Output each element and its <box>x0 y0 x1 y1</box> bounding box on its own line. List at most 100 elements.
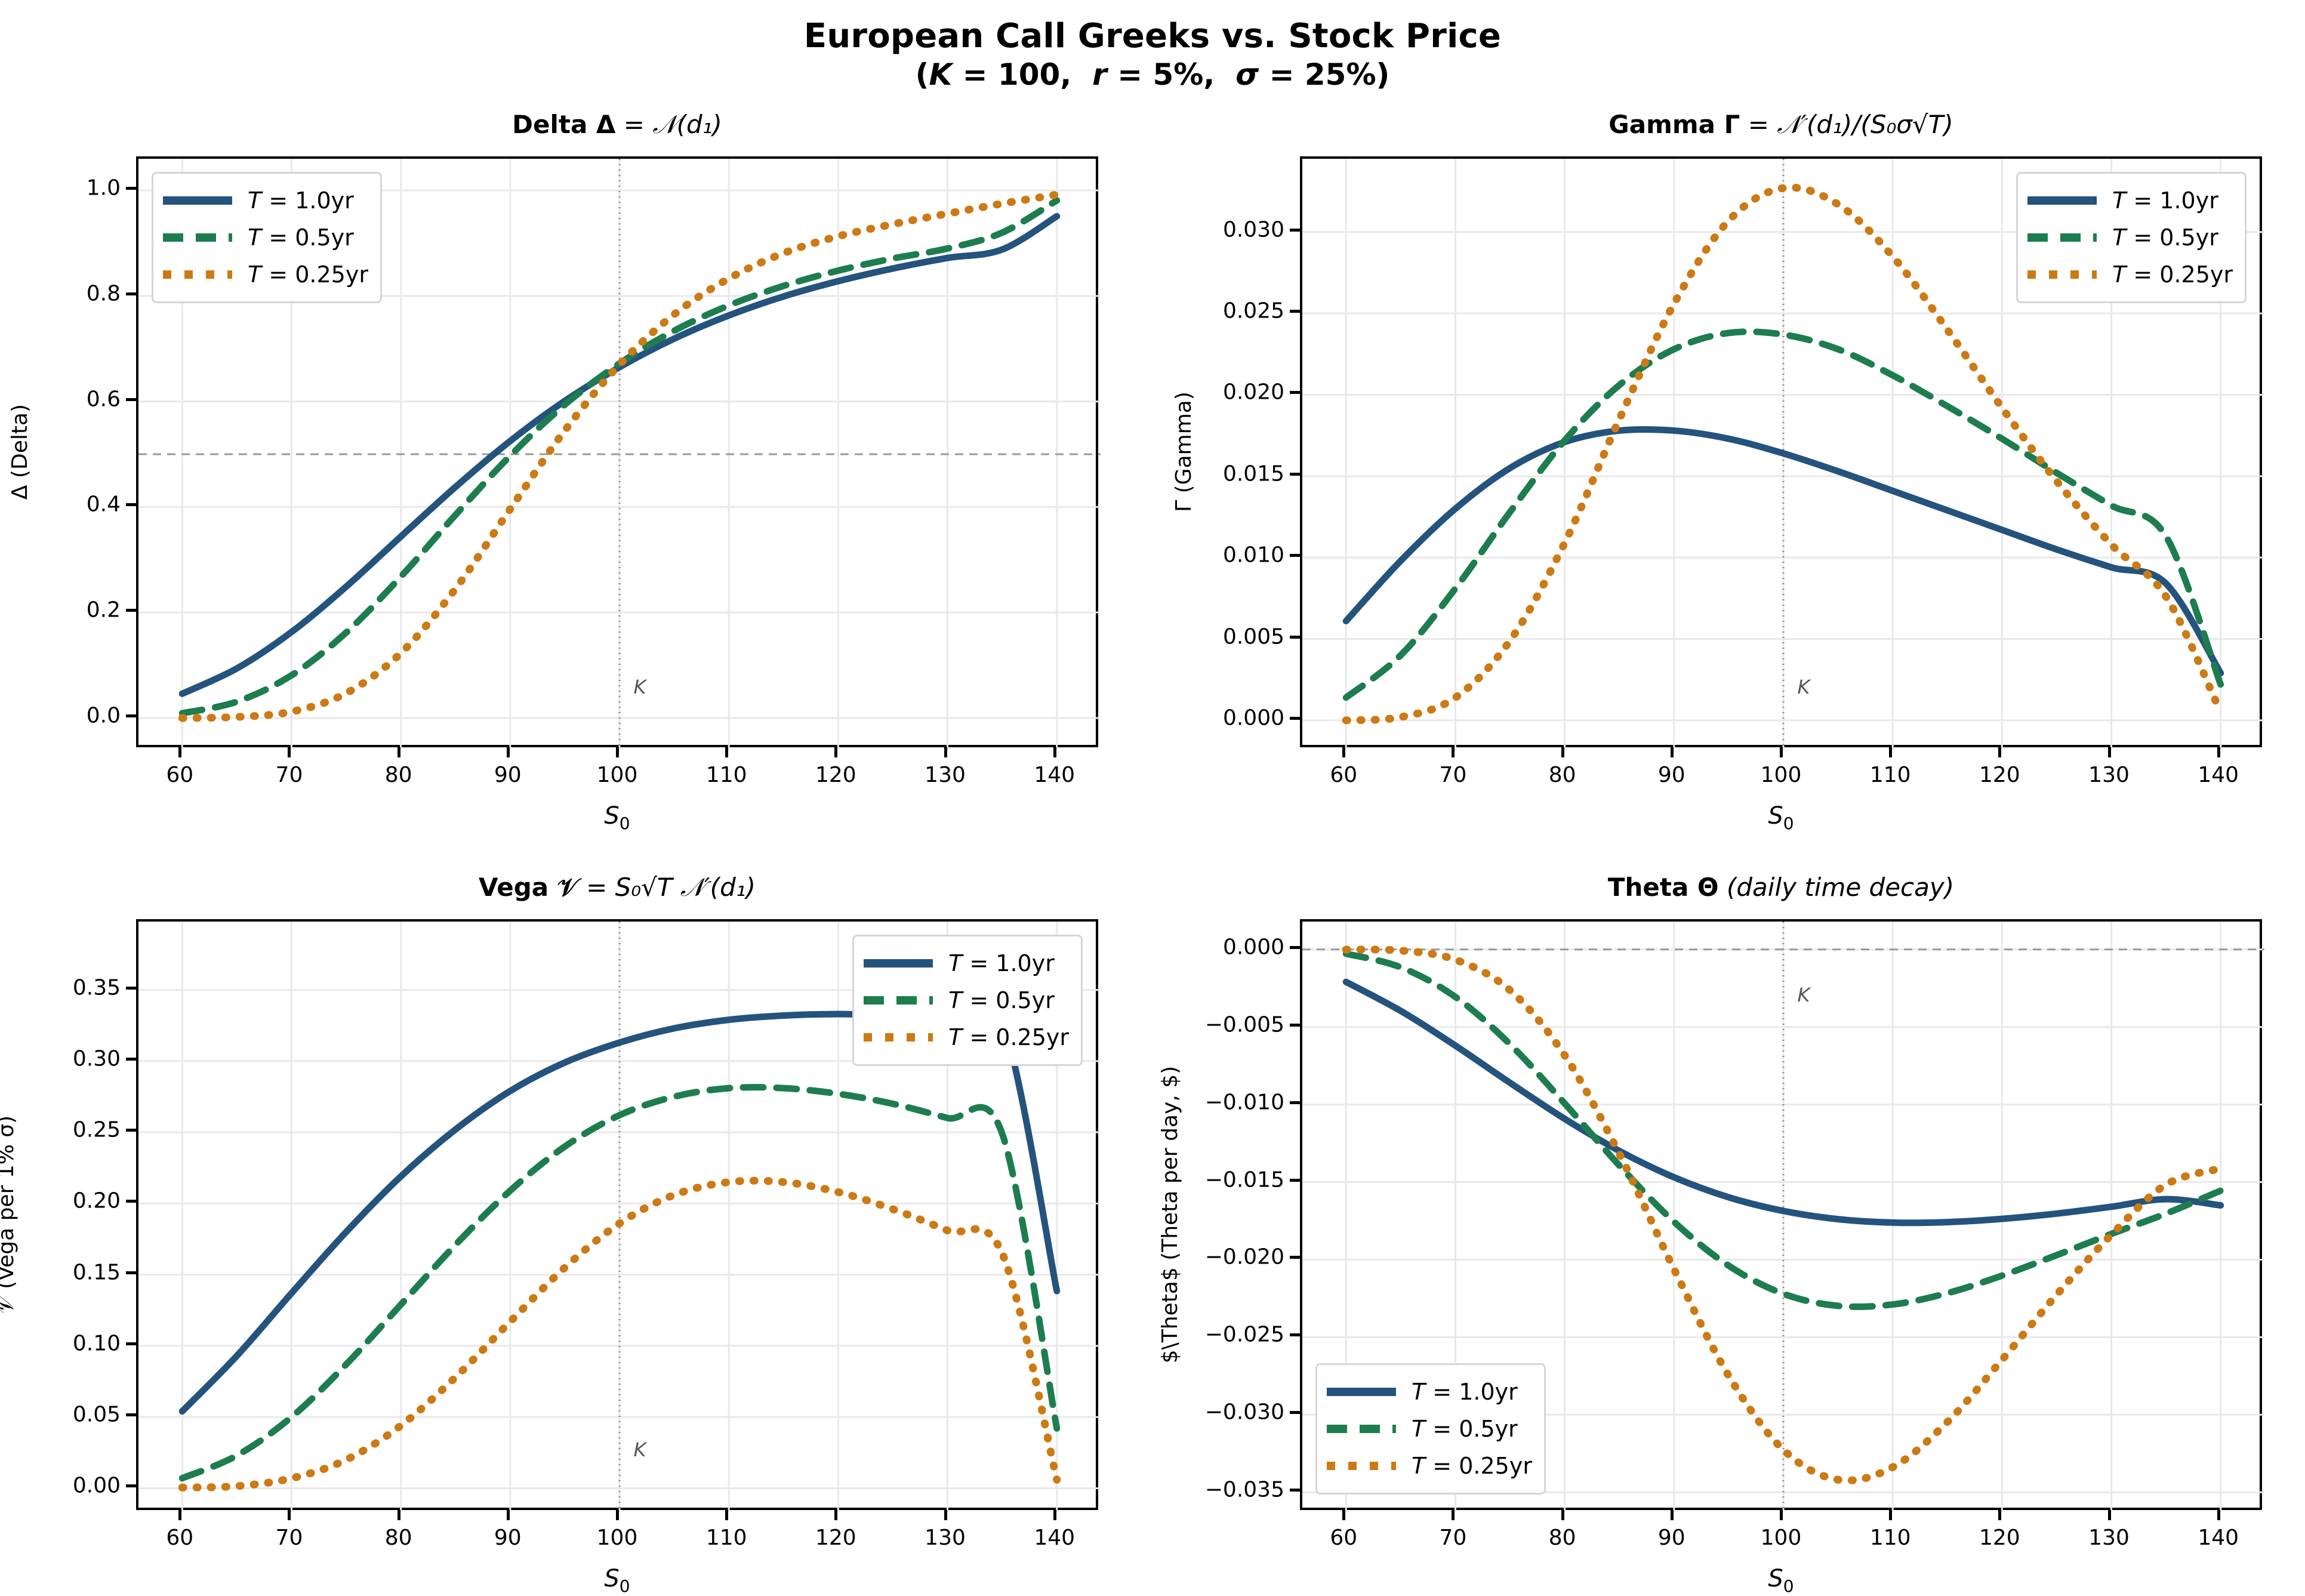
y-tick-label: 0.005 <box>1222 624 1284 649</box>
x-tick-mark <box>834 1510 838 1520</box>
legend-theta[interactable]: T = 1.0yr T = 0.5yr T = 0.25yr <box>1315 1363 1546 1495</box>
strike-annotation-delta: K <box>633 676 646 699</box>
legend-swatch-solid-icon <box>163 196 232 205</box>
x-axis-label-gamma: S0 <box>1768 802 1794 833</box>
y-tick-label: −0.010 <box>1204 1090 1284 1115</box>
x-tick-label: 60 <box>166 1526 194 1550</box>
legend-item-1[interactable]: T = 1.0yr <box>2027 182 2233 219</box>
legend-swatch-dashed-icon <box>2027 233 2097 242</box>
legend-item-1[interactable]: T = 1.0yr <box>1327 1373 1532 1410</box>
y-tick-label: 0.15 <box>72 1260 121 1285</box>
legend-swatch-dashed-icon <box>163 233 232 242</box>
figure-subtitle: (K = 100, r = 5%, σ = 25%) <box>0 57 2305 92</box>
x-tick-mark <box>1342 1510 1346 1520</box>
x-tick-mark <box>1998 747 2002 757</box>
legend-label-1: T = 1.0yr <box>248 187 354 214</box>
y-tick-label: 0.20 <box>72 1188 121 1213</box>
x-tick-mark <box>1053 1510 1056 1520</box>
legend-label-symbol: T <box>948 950 963 976</box>
panel-title-theta: Theta Θ (daily time decay) <box>1300 873 2262 902</box>
y-tick-label: 0.020 <box>1222 380 1284 405</box>
panel-title-bold-delta: Delta Δ <box>512 110 616 139</box>
y-tick-mark <box>126 714 136 717</box>
legend-label-value: = 1.0yr <box>261 187 354 214</box>
y-tick-label: 0.00 <box>72 1473 121 1498</box>
x-tick-mark <box>1889 1510 1893 1520</box>
y-axis-label-theta: $\Theta$ (Theta per day, $) <box>1158 1065 1182 1364</box>
legend-item-2[interactable]: T = 0.5yr <box>1327 1410 1532 1447</box>
legend-item-3[interactable]: T = 0.25yr <box>163 256 368 293</box>
legend-label-2: T = 0.5yr <box>948 987 1055 1013</box>
legend-swatch-dotted-icon <box>1327 1462 1396 1470</box>
y-tick-mark <box>1290 310 1300 313</box>
x-tick-label: 120 <box>815 763 856 787</box>
y-axis-label-gamma: Γ (Gamma) <box>1172 392 1196 512</box>
y-tick-mark <box>126 1129 136 1132</box>
legend-label-1: T = 1.0yr <box>1412 1379 1518 1405</box>
x-tick-mark <box>178 747 182 757</box>
panel-title-math-delta: = 𝒩(d₁) <box>615 110 722 139</box>
legend-label-value: = 0.25yr <box>1425 1453 1532 1479</box>
panel-title-bold-vega: Vega 𝒱 <box>479 873 578 902</box>
strike-annotation-gamma: K <box>1797 676 1810 699</box>
legend-swatch-dotted-icon <box>163 270 232 279</box>
legend-label-value: = 1.0yr <box>2126 187 2218 214</box>
x-tick-label: 100 <box>1760 1526 1802 1550</box>
legend-item-2[interactable]: T = 0.5yr <box>864 982 1069 1019</box>
legend-vega[interactable]: T = 1.0yr T = 0.5yr T = 0.25yr <box>852 935 1083 1066</box>
y-tick-mark <box>1290 1101 1300 1104</box>
legend-label-symbol: T <box>948 987 963 1013</box>
x-tick-label: 110 <box>1869 763 1911 787</box>
legend-label-value: = 0.25yr <box>2126 261 2233 288</box>
legend-item-3[interactable]: T = 0.25yr <box>1327 1447 1532 1484</box>
plot-canvas-gamma <box>1302 159 2264 750</box>
x-tick-mark <box>1053 747 1056 757</box>
x-tick-label: 140 <box>2198 763 2239 787</box>
x-axis-label-theta: S0 <box>1768 1565 1794 1596</box>
x-tick-label: 80 <box>384 763 412 787</box>
y-tick-mark <box>1290 1489 1300 1492</box>
y-tick-label: 0.015 <box>1222 461 1284 486</box>
y-tick-mark <box>126 609 136 612</box>
series-line-3 <box>178 1176 1061 1492</box>
y-tick-label: 0.05 <box>72 1402 121 1427</box>
legend-swatch-solid-icon <box>864 959 933 968</box>
legend-item-2[interactable]: T = 0.5yr <box>2027 219 2233 256</box>
y-tick-label: −0.015 <box>1204 1167 1284 1193</box>
legend-delta[interactable]: T = 1.0yr T = 0.5yr T = 0.25yr <box>152 172 382 303</box>
series-line-1 <box>1342 978 2224 1227</box>
subtitle-sigma-symbol: σ <box>1235 57 1259 92</box>
x-tick-label: 80 <box>384 1526 412 1550</box>
y-tick-mark <box>1290 472 1300 476</box>
series-line-2 <box>1342 950 2224 1310</box>
legend-item-1[interactable]: T = 1.0yr <box>163 182 368 219</box>
y-tick-mark <box>1290 1178 1300 1182</box>
y-tick-label: 0.010 <box>1222 543 1284 568</box>
legend-label-symbol: T <box>248 187 262 214</box>
x-tick-mark <box>178 1510 182 1520</box>
x-tick-label: 100 <box>596 1526 638 1550</box>
legend-label-symbol: T <box>2112 224 2127 251</box>
legend-item-3[interactable]: T = 0.25yr <box>864 1019 1069 1056</box>
legend-gamma[interactable]: T = 1.0yr T = 0.5yr T = 0.25yr <box>2016 172 2247 303</box>
series-line-3 <box>178 190 1061 722</box>
x-tick-mark <box>506 1510 510 1520</box>
legend-item-2[interactable]: T = 0.5yr <box>163 219 368 256</box>
x-tick-label: 140 <box>2198 1526 2239 1550</box>
legend-item-1[interactable]: T = 1.0yr <box>864 945 1069 982</box>
subtitle-strike-value: = 100, <box>952 57 1072 92</box>
legend-item-3[interactable]: T = 0.25yr <box>2027 256 2233 293</box>
y-tick-label: 0.0 <box>86 703 121 728</box>
y-tick-label: 0.10 <box>72 1331 121 1356</box>
legend-swatch-dotted-icon <box>2027 270 2097 279</box>
x-tick-label: 120 <box>1979 1526 2020 1550</box>
series-line-2 <box>178 1084 1061 1482</box>
legend-label-value: = 1.0yr <box>1425 1379 1518 1405</box>
legend-label-3: T = 0.25yr <box>2112 261 2233 288</box>
legend-swatch-solid-icon <box>1327 1388 1396 1396</box>
legend-label-symbol: T <box>248 261 262 288</box>
subtitle-open-paren: ( <box>915 57 929 92</box>
legend-swatch-dotted-icon <box>864 1033 933 1042</box>
